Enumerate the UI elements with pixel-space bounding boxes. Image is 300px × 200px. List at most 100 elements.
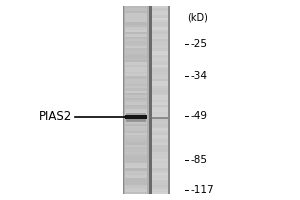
Text: -117: -117: [190, 185, 214, 195]
Bar: [152, 81, 168, 84]
Bar: [124, 170, 147, 173]
Bar: [124, 48, 147, 51]
Text: PIAS2: PIAS2: [39, 110, 72, 123]
Bar: [152, 192, 168, 194]
Bar: [152, 55, 168, 58]
Bar: [124, 74, 147, 76]
Bar: [152, 175, 168, 178]
Bar: [152, 15, 168, 18]
Bar: [152, 145, 168, 147]
Bar: [124, 98, 147, 100]
Bar: [152, 29, 168, 32]
Bar: [152, 112, 168, 114]
Bar: [152, 37, 168, 39]
Bar: [152, 93, 168, 95]
Bar: [152, 67, 168, 69]
Bar: [124, 62, 147, 65]
Bar: [124, 76, 147, 79]
Bar: [124, 53, 147, 55]
Bar: [124, 69, 147, 72]
Bar: [124, 173, 147, 175]
Bar: [124, 149, 147, 152]
Bar: [148, 6, 152, 194]
Bar: [124, 32, 147, 34]
Bar: [124, 105, 147, 107]
Bar: [152, 178, 168, 180]
Bar: [152, 79, 168, 81]
Bar: [152, 185, 168, 187]
Bar: [152, 88, 168, 91]
Bar: [152, 182, 168, 185]
Bar: [124, 119, 147, 121]
Bar: [124, 18, 147, 20]
Bar: [124, 107, 147, 109]
Bar: [152, 32, 168, 34]
Bar: [124, 124, 147, 126]
Bar: [152, 133, 168, 135]
Bar: [124, 55, 147, 58]
Bar: [152, 121, 168, 124]
Bar: [124, 145, 147, 147]
Bar: [124, 126, 147, 128]
Bar: [152, 154, 168, 156]
Bar: [124, 109, 147, 112]
Bar: [152, 58, 168, 60]
Bar: [124, 180, 147, 182]
Bar: [124, 189, 147, 192]
Bar: [126, 119, 146, 122]
Bar: [124, 152, 147, 154]
Bar: [152, 159, 168, 161]
Text: -25: -25: [190, 39, 208, 49]
Bar: [152, 187, 168, 189]
Bar: [152, 102, 168, 105]
Bar: [152, 8, 168, 11]
Bar: [124, 135, 147, 138]
Bar: [124, 41, 147, 44]
Bar: [124, 86, 147, 88]
Bar: [124, 114, 147, 116]
Bar: [152, 128, 168, 131]
Bar: [124, 39, 147, 41]
Bar: [152, 34, 168, 37]
Bar: [124, 187, 147, 189]
Bar: [152, 124, 168, 126]
Bar: [152, 48, 168, 51]
Bar: [124, 84, 147, 86]
Bar: [124, 178, 147, 180]
Bar: [124, 88, 147, 91]
Bar: [152, 138, 168, 140]
Text: -85: -85: [190, 155, 208, 165]
Bar: [124, 161, 147, 163]
Bar: [124, 95, 147, 98]
Bar: [152, 152, 168, 154]
Bar: [124, 91, 147, 93]
Bar: [152, 72, 168, 74]
Bar: [152, 166, 168, 168]
Bar: [124, 147, 147, 149]
Bar: [152, 107, 168, 109]
Bar: [126, 113, 146, 115]
Bar: [152, 131, 168, 133]
Bar: [124, 20, 147, 22]
Bar: [152, 140, 168, 142]
Bar: [152, 100, 168, 102]
Bar: [124, 25, 147, 27]
Bar: [152, 60, 168, 62]
Bar: [124, 116, 147, 119]
Bar: [152, 180, 168, 182]
Bar: [124, 51, 147, 53]
Bar: [124, 166, 147, 168]
Bar: [124, 93, 147, 95]
Bar: [152, 189, 168, 192]
Bar: [152, 69, 168, 72]
Bar: [124, 6, 147, 8]
Bar: [124, 142, 147, 145]
Bar: [152, 46, 168, 48]
Bar: [124, 154, 147, 156]
Bar: [152, 91, 168, 93]
Bar: [152, 95, 168, 98]
Bar: [124, 168, 147, 170]
Bar: [152, 62, 168, 65]
Bar: [152, 20, 168, 22]
Bar: [152, 25, 168, 27]
